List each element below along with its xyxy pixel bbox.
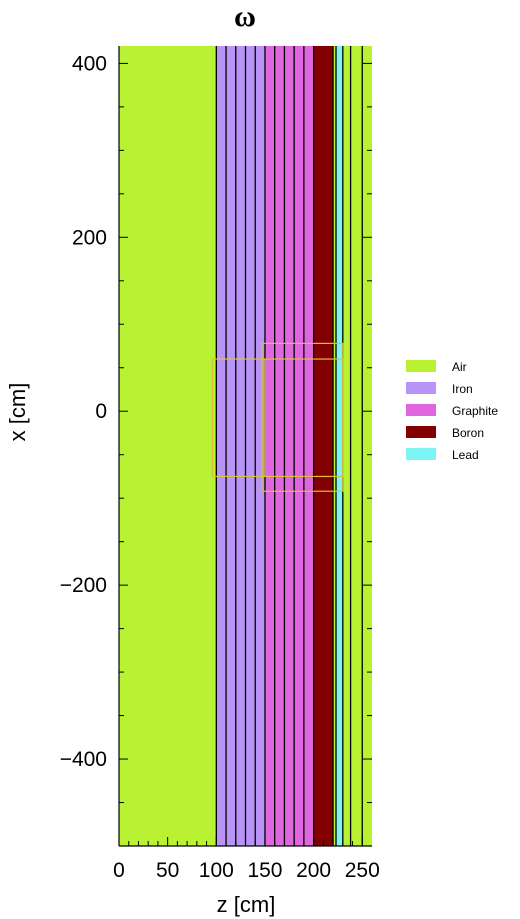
y-tick-label: −400	[60, 748, 107, 771]
region-air	[119, 46, 217, 846]
y-tick-label: 0	[95, 400, 107, 423]
y-tick-label: 200	[72, 226, 107, 249]
region-graphite	[264, 46, 314, 846]
legend-swatch-iron	[406, 382, 436, 394]
legend: Air Iron Graphite Boron Lead	[406, 360, 498, 462]
legend-swatch-graphite	[406, 404, 436, 416]
region-lead	[335, 46, 343, 846]
chart-title: ω	[234, 0, 256, 33]
legend-swatch-lead	[406, 448, 436, 460]
legend-label-air: Air	[452, 360, 467, 374]
x-tick-label: 0	[113, 859, 125, 882]
x-tick-label: 100	[199, 859, 234, 882]
x-tick-label: 150	[247, 859, 282, 882]
x-tick-label: 50	[156, 859, 179, 882]
region-air	[342, 46, 363, 846]
legend-label-boron: Boron	[452, 426, 484, 440]
plot-area	[118, 46, 372, 847]
legend-label-graphite: Graphite	[452, 404, 498, 418]
axis-ticks: 400 200 0 −200 −400 0 50 100 150 200 250	[60, 52, 380, 882]
detector-box	[211, 358, 266, 478]
legend-label-lead: Lead	[452, 448, 479, 462]
y-tick-label: 400	[72, 52, 107, 75]
x-tick-label: 250	[345, 859, 380, 882]
region-air	[333, 46, 336, 846]
region-iron	[216, 46, 265, 846]
region-boron	[313, 46, 334, 846]
y-axis-label: x [cm]	[5, 383, 30, 442]
legend-swatch-air	[406, 360, 436, 372]
y-tick-label: −200	[60, 574, 107, 597]
detector-box	[261, 358, 344, 478]
x-tick-label: 200	[296, 859, 331, 882]
x-axis-label: z [cm]	[217, 892, 276, 917]
legend-swatch-boron	[406, 426, 436, 438]
legend-label-iron: Iron	[452, 382, 473, 396]
